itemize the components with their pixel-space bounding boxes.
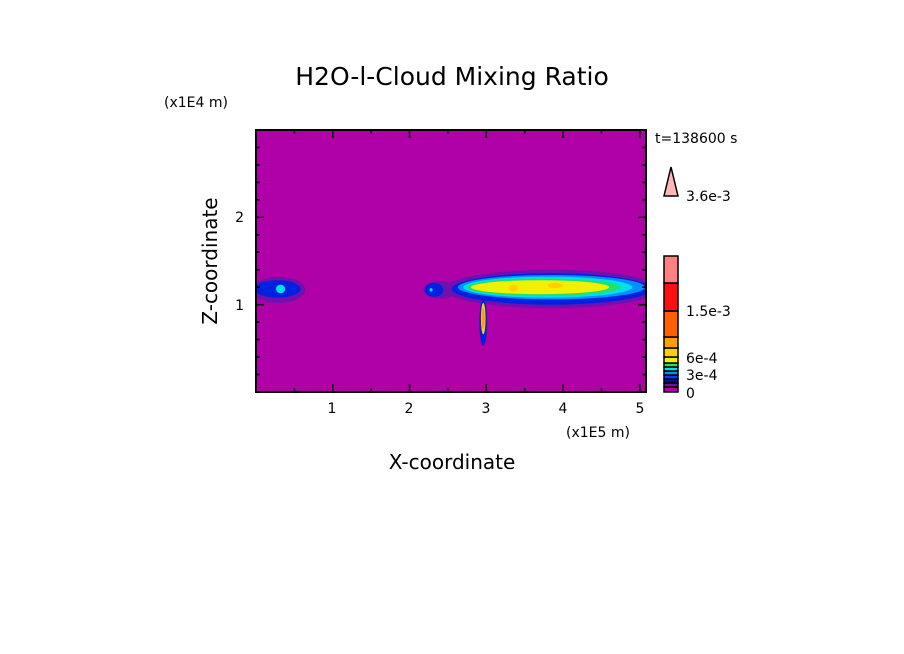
x-tick-label: 2 <box>405 401 414 417</box>
x-tick-label: 4 <box>559 401 568 417</box>
plot-frame <box>255 129 647 393</box>
colorbar-segment <box>663 336 679 349</box>
y-unit-label: (x1E4 m) <box>164 95 228 111</box>
colorbar-label: 3.6e-3 <box>686 189 731 205</box>
colorbar-label: 6e-4 <box>686 351 718 367</box>
middle-cloud-contour <box>429 288 433 292</box>
colorbar <box>663 166 679 393</box>
x-tick-label: 1 <box>328 401 337 417</box>
main-cloud-contour <box>470 280 610 295</box>
colorbar-label: 1.5e-3 <box>686 304 731 320</box>
x-unit-label: (x1E5 m) <box>566 425 630 441</box>
plot-background <box>256 130 646 392</box>
chart-title: H2O-l-Cloud Mixing Ratio <box>295 62 609 91</box>
convective-column-contour <box>481 308 485 330</box>
y-tick-label: 1 <box>235 298 244 314</box>
colorbar-segment <box>663 282 679 312</box>
colorbar-extension-arrow <box>663 166 679 197</box>
cloud-features <box>256 269 646 346</box>
left-cloud-contour <box>275 284 286 294</box>
middle-cloud-contour <box>424 282 444 297</box>
main-cloud-contour <box>547 282 564 289</box>
colorbar-segment <box>663 356 679 364</box>
colorbar-segment <box>663 347 679 358</box>
main-cloud-contour <box>508 284 518 292</box>
y-axis-label: Z-coordinate <box>198 197 222 324</box>
colorbar-segment <box>663 255 679 284</box>
y-tick-label: 2 <box>235 210 244 226</box>
colorbar-label: 0 <box>686 386 695 402</box>
time-label: t=138600 s <box>655 131 737 147</box>
axis-ticks <box>256 130 646 392</box>
colorbar-segment <box>663 310 679 338</box>
colorbar-label: 3e-4 <box>686 368 718 384</box>
x-axis-label: X-coordinate <box>389 450 516 474</box>
x-tick-label: 3 <box>482 401 491 417</box>
x-tick-label: 5 <box>636 401 645 417</box>
